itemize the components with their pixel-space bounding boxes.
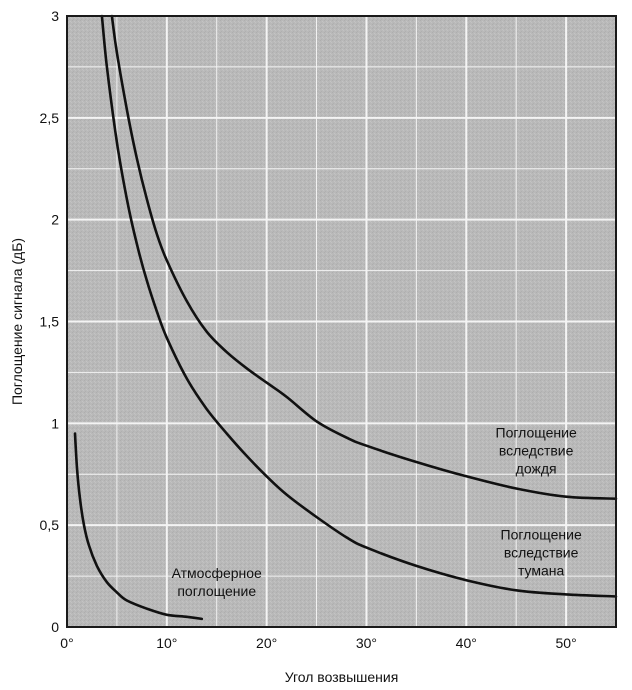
y-tick-label: 1	[51, 415, 59, 431]
x-tick-label: 50°	[556, 635, 577, 651]
y-tick-label: 3	[51, 8, 59, 24]
series-annotation-3: Атмосферное поглощение	[172, 565, 262, 599]
x-tick-label: 10°	[156, 635, 177, 651]
y-axis-label: Поглощение сигнала (дБ)	[9, 238, 25, 405]
series-line-1	[110, 14, 618, 500]
series-layer	[73, 14, 618, 621]
series-annotation-1: Поглощение вследствие дождя	[496, 425, 577, 477]
plot-border	[66, 15, 617, 628]
series-line-3	[73, 432, 204, 621]
x-tick-label: 40°	[456, 635, 477, 651]
x-tick-label: 20°	[256, 635, 277, 651]
x-axis-label: Угол возвышения	[285, 669, 399, 685]
series-line-2	[100, 14, 618, 598]
grid	[66, 15, 617, 628]
x-tick-label: 30°	[356, 635, 377, 651]
y-tick-label: 2,5	[40, 110, 60, 126]
tick-labels: 0° 10° 20° 30° 40° 50° 0 0,5 1 1,5 2 2,5 3	[40, 8, 577, 651]
y-tick-label: 2	[51, 212, 59, 228]
y-tick-label: 0	[51, 619, 59, 635]
series-annotation-2: Поглощение вследствие тумана	[501, 526, 582, 578]
y-tick-label: 1,5	[40, 314, 60, 330]
y-tick-label: 0,5	[40, 517, 60, 533]
annotations: Поглощение вследствие дождя Поглощение вслед…	[172, 425, 582, 600]
x-tick-label: 0°	[60, 635, 73, 651]
